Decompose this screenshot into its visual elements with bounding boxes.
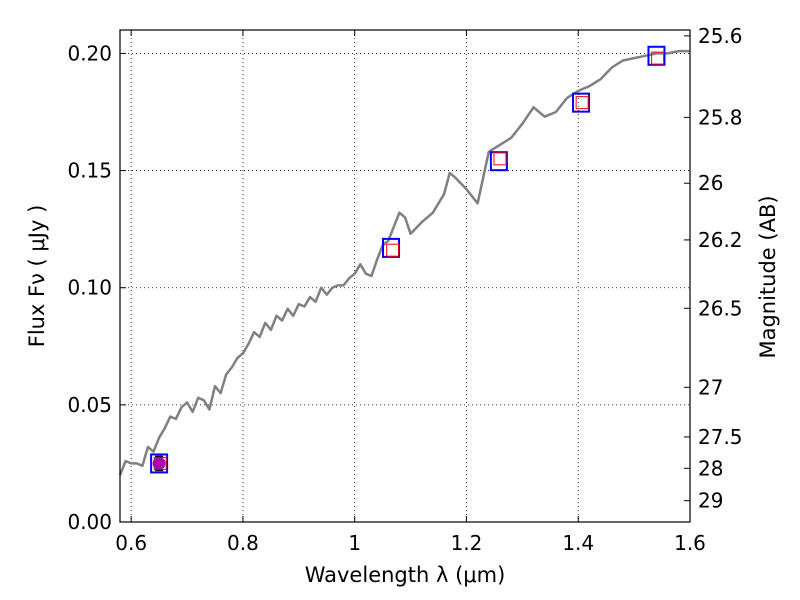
y-tick-label: 0.20: [67, 41, 112, 65]
photometry-red-square: [493, 152, 507, 166]
right-tick-label: 29: [698, 489, 723, 513]
x-axis-label: Wavelength λ (μm): [305, 563, 506, 587]
x-tick-label: 1.2: [451, 531, 483, 555]
x-tick-label: 0.6: [115, 531, 147, 555]
right-tick-label: 27: [698, 375, 723, 399]
right-tick-label: 26.5: [698, 296, 743, 320]
photometry-blue-square: [489, 151, 508, 172]
x-tick-label: 1.6: [674, 531, 706, 555]
grid-lines: [120, 30, 691, 523]
right-tick-label: 27.5: [698, 425, 743, 449]
photometry-red-square: [575, 96, 589, 110]
x-axis-ticks: 0.6 0.8 1 1.2 1.4 1.6: [115, 30, 706, 555]
right-tick-label: 26.2: [698, 228, 743, 252]
y-tick-label: 0.10: [67, 276, 112, 300]
plot-frame: [119, 29, 691, 523]
x-tick-label: 0.8: [227, 531, 259, 555]
y-tick-label: 0.00: [67, 510, 112, 534]
x-tick-label: 1.4: [562, 531, 594, 555]
marker-layer: [150, 45, 666, 474]
right-tick-label: 25.8: [698, 105, 743, 129]
photometry-blue-square: [572, 92, 591, 113]
y-tick-label: 0.05: [67, 393, 112, 417]
right-tick-label: 28: [698, 456, 723, 480]
y-tick-label: 0.15: [67, 159, 112, 183]
photometry-blue-square: [647, 45, 666, 66]
y-axis-ticks: 0.00 0.05 0.10 0.15 0.20: [67, 41, 126, 534]
y-axis-label: Flux Fν ( μJy ): [25, 205, 49, 348]
x-tick-label: 1: [348, 531, 361, 555]
right-tick-label: 25.6: [698, 24, 743, 48]
right-axis-ticks: 25.6 25.8 26 26.2 26.5 27 27.5 28 29: [684, 24, 743, 513]
right-axis-label: Magnitude (AB): [756, 195, 780, 358]
photometry-blue-square: [150, 453, 169, 474]
model-spectrum-line: [118, 49, 690, 476]
series-layer: [118, 49, 690, 476]
observed-data-point: [152, 456, 166, 470]
right-tick-label: 26: [698, 171, 723, 195]
photometry-red-square: [651, 51, 665, 65]
photometry-red-square: [386, 243, 400, 257]
